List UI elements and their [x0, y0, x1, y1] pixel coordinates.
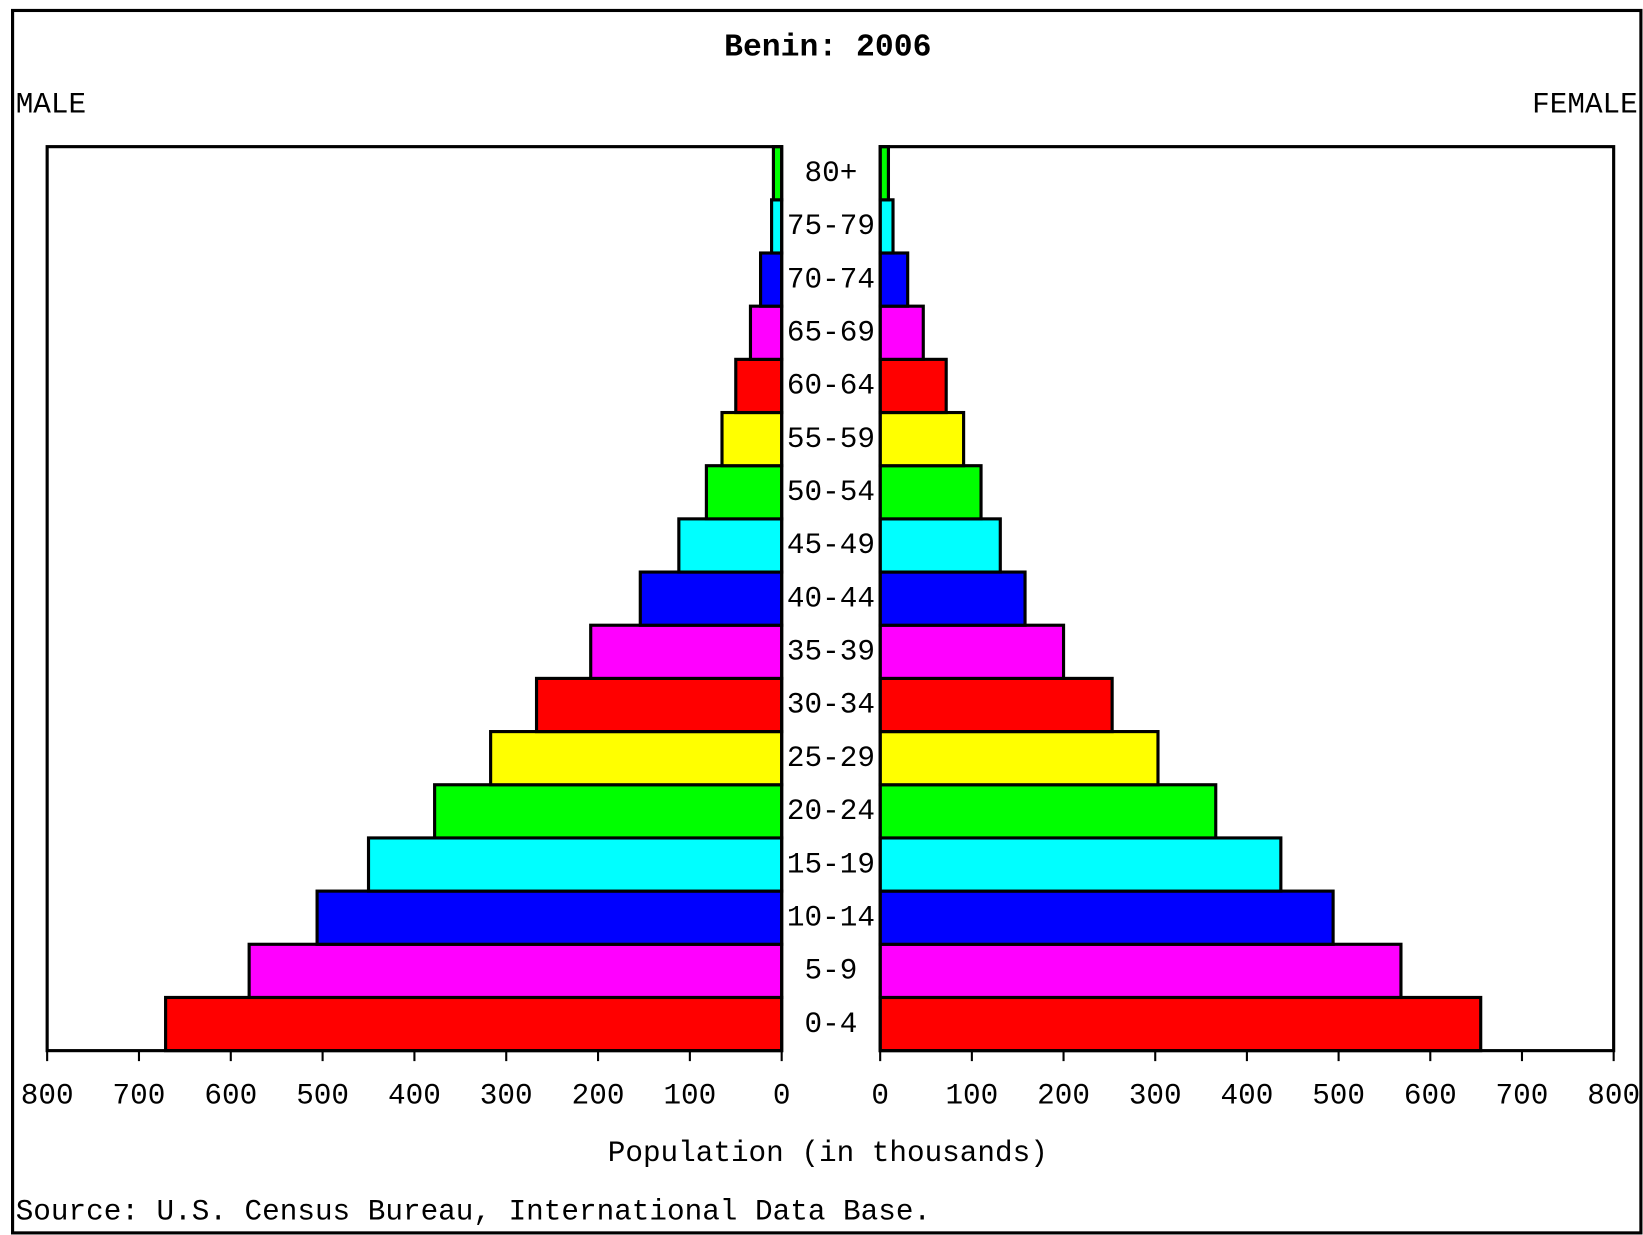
x-tick-label: 100	[945, 1079, 998, 1112]
x-tick-label: 300	[1129, 1079, 1182, 1112]
age-label: 35-39	[787, 636, 875, 669]
age-label: 0-4	[805, 1008, 858, 1041]
bar	[734, 357, 784, 415]
x-tick-label: 500	[1312, 1079, 1365, 1112]
x-tick-label: 200	[572, 1079, 625, 1112]
bar	[315, 889, 784, 946]
x-tick-label: 400	[1221, 1079, 1274, 1112]
bar	[878, 623, 1066, 680]
age-label: 40-44	[787, 582, 875, 615]
x-tick-label: 600	[1404, 1079, 1457, 1112]
bar	[720, 410, 784, 468]
age-label: 10-14	[787, 901, 875, 934]
bar	[638, 570, 784, 627]
bar	[878, 730, 1160, 787]
bar	[878, 357, 948, 415]
x-tick-label: 0	[871, 1079, 889, 1112]
bar	[164, 995, 784, 1053]
age-label: 25-29	[787, 742, 875, 775]
x-tick-label: 700	[113, 1079, 166, 1112]
x-tick-label: 0	[773, 1079, 791, 1112]
bar	[677, 517, 784, 574]
bar	[878, 464, 983, 521]
age-label: 45-49	[787, 529, 875, 562]
age-label: 80+	[805, 157, 858, 190]
bar	[878, 517, 1002, 574]
bar	[878, 570, 1027, 627]
age-label: 75-79	[787, 210, 875, 243]
bar	[489, 730, 784, 787]
bar	[878, 410, 966, 468]
age-label: 55-59	[787, 423, 875, 456]
x-tick-label: 800	[1587, 1079, 1640, 1112]
bar	[366, 836, 784, 893]
x-tick-label: 400	[388, 1079, 441, 1112]
bar	[878, 198, 895, 255]
source-note: Source: U.S. Census Bureau, Internationa…	[16, 1196, 931, 1229]
age-label: 60-64	[787, 370, 875, 403]
bar	[878, 942, 1403, 1000]
bar	[433, 783, 784, 840]
bar	[878, 304, 925, 361]
bar	[878, 889, 1335, 946]
age-label: 15-19	[787, 848, 875, 881]
x-tick-label: 500	[296, 1079, 349, 1112]
bar	[589, 623, 784, 680]
outer-frame	[11, 8, 1643, 1235]
x-tick-label: 800	[21, 1079, 74, 1112]
x-tick-label: 300	[480, 1079, 533, 1112]
bar	[704, 464, 784, 521]
age-label: 50-54	[787, 476, 875, 509]
age-label: 5-9	[805, 955, 858, 988]
chart-title: Benin: 2006	[724, 30, 931, 65]
x-axis-label: Population (in thousands)	[608, 1137, 1048, 1170]
right-label: FEMALE	[1532, 89, 1638, 122]
bar	[758, 251, 784, 308]
bar	[878, 676, 1114, 734]
bar	[878, 836, 1283, 893]
bar	[247, 942, 784, 1000]
bar	[878, 251, 910, 308]
bar	[878, 995, 1483, 1053]
left-label: MALE	[16, 89, 86, 122]
x-tick-label: 600	[204, 1079, 257, 1112]
bar	[878, 783, 1218, 840]
age-label: 30-34	[787, 689, 875, 722]
x-tick-label: 200	[1037, 1079, 1090, 1112]
x-tick-label: 100	[663, 1079, 716, 1112]
bar	[748, 304, 784, 361]
age-label: 20-24	[787, 795, 875, 828]
age-label: 65-69	[787, 317, 875, 350]
age-label: 70-74	[787, 263, 875, 296]
bar	[534, 676, 784, 734]
x-tick-label: 700	[1496, 1079, 1549, 1112]
